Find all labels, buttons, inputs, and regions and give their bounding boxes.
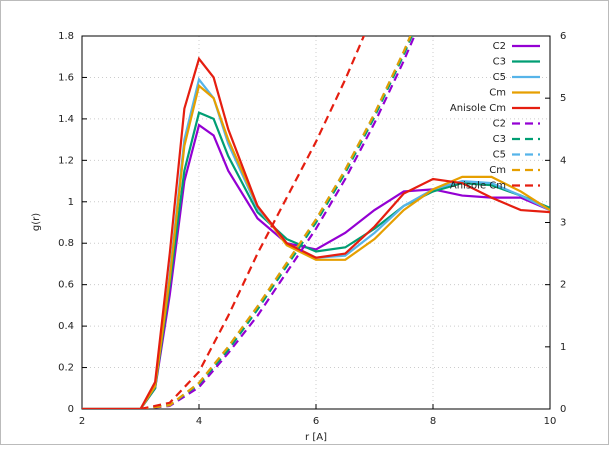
- y2-tick-label: 1: [560, 342, 566, 353]
- y-tick-label: 1.6: [58, 72, 74, 83]
- y2-tick-label: 3: [560, 218, 566, 229]
- x-tick-label: 4: [196, 416, 202, 427]
- series-line: [140, 36, 412, 409]
- y2-tick-label: 2: [560, 280, 566, 291]
- y-tick-label: 0: [68, 404, 74, 415]
- legend-label: Cm: [489, 165, 506, 176]
- x-tick-label: 6: [313, 416, 319, 427]
- y2-tick-label: 0: [560, 404, 566, 415]
- y-tick-label: 1.4: [58, 114, 74, 125]
- y-tick-label: 1.2: [58, 155, 74, 166]
- y-tick-label: 1.8: [58, 31, 74, 42]
- y2-tick-label: 4: [560, 155, 566, 166]
- x-axis-label: r [A]: [305, 432, 327, 443]
- legend-label: C3: [493, 134, 506, 145]
- legend-label: C5: [493, 150, 506, 161]
- legend-label: C3: [493, 57, 506, 68]
- legend-label: C2: [493, 119, 506, 130]
- legend-label: Anisole Cm: [450, 103, 506, 114]
- series-line: [140, 36, 416, 409]
- y-tick-label: 0.2: [58, 363, 74, 374]
- y-tick-label: 0.4: [58, 321, 74, 332]
- y-tick-label: 1: [68, 197, 74, 208]
- plot-border: [81, 35, 551, 410]
- legend-label: Cm: [489, 88, 506, 99]
- legend-label: C5: [493, 72, 506, 83]
- x-tick-label: 2: [79, 416, 85, 427]
- legend-label: C2: [493, 41, 506, 52]
- x-tick-label: 8: [430, 416, 436, 427]
- y-axis-label: g(r): [31, 213, 42, 231]
- y2-tick-label: 6: [560, 31, 566, 42]
- y-tick-label: 0.6: [58, 280, 74, 291]
- series-line: [140, 36, 366, 409]
- legend-label: Anisole Cm: [450, 181, 506, 192]
- x-tick-label: 10: [544, 416, 557, 427]
- y2-tick-label: 5: [560, 93, 566, 104]
- plot-area: [82, 36, 550, 409]
- y-tick-label: 0.8: [58, 238, 74, 249]
